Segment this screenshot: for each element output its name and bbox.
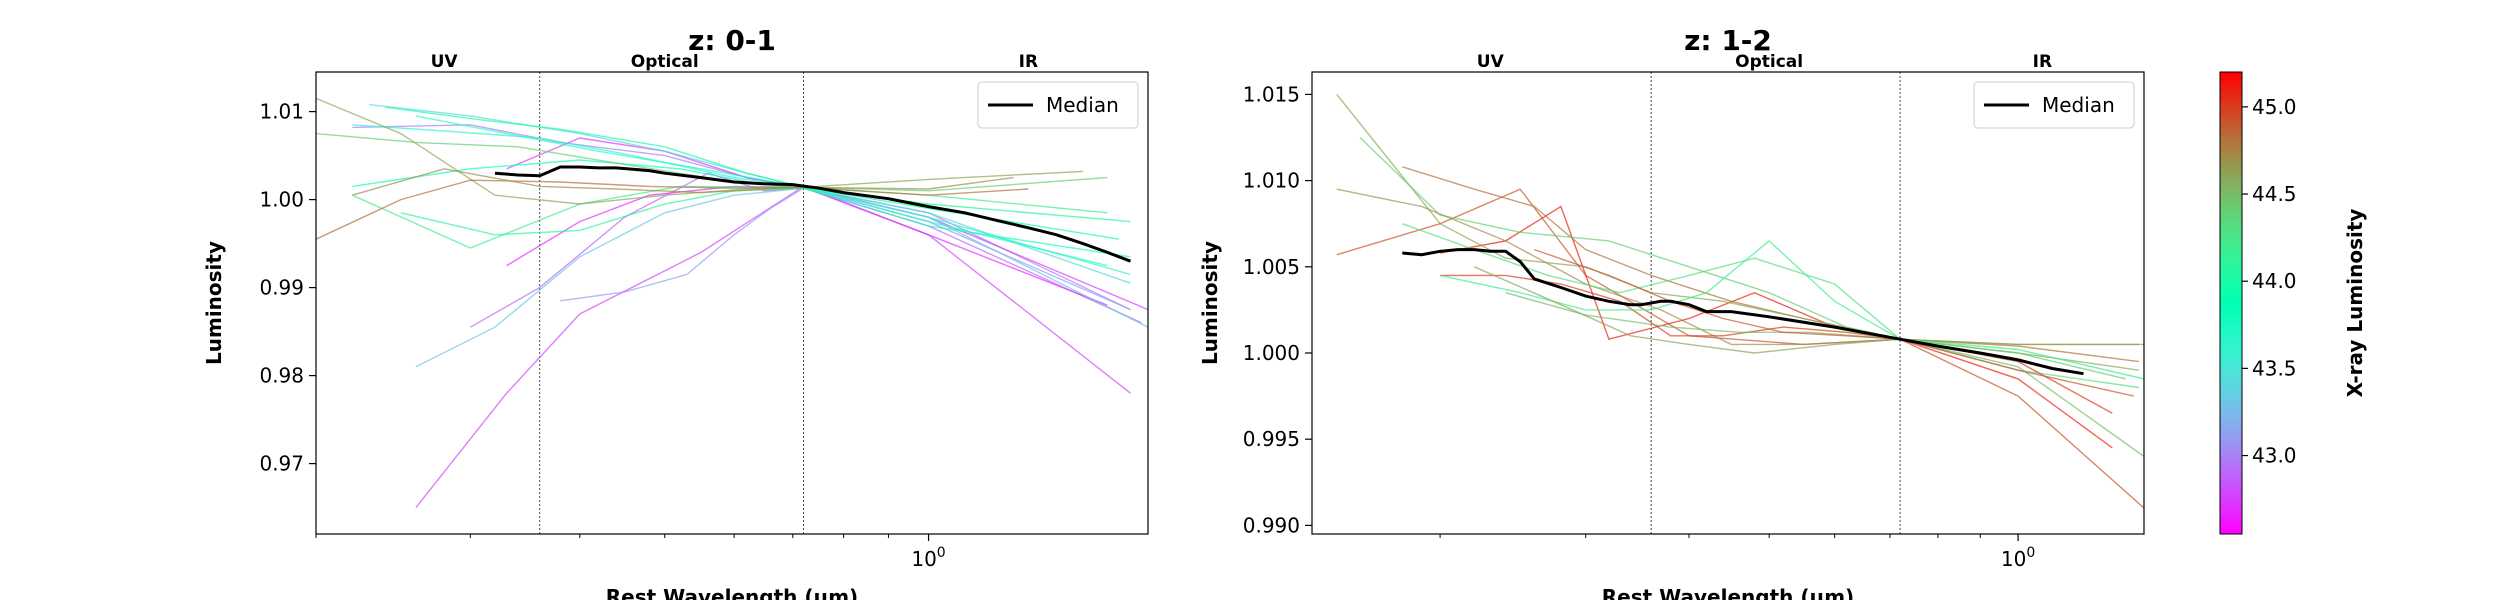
- band-label-uv: UV: [431, 52, 459, 72]
- chart-panel-z-1-2: z: 1-2 UV Optical IR 0.990 0.995 1.000 1.005 1.0…: [1198, 24, 2145, 600]
- y-tick-label: 0.990: [1243, 513, 1300, 537]
- sample-series-line: [1474, 266, 2144, 354]
- sample-series-line: [1402, 166, 2139, 363]
- chart-title: z: 1-2: [1684, 24, 1772, 57]
- colorbar-bar: [2219, 71, 2243, 535]
- plot-frame: [1311, 71, 2145, 535]
- sample-series-line: [385, 106, 1120, 240]
- plot-frame: [315, 71, 1149, 535]
- band-label-ir: IR: [1019, 52, 1038, 72]
- sample-series-line: [316, 97, 1083, 205]
- y-tick-label: 1.000: [1243, 341, 1300, 365]
- chart-panel-z-0-1: z: 0-1 UV Optical IR 0.97 0.98 0.99 1.00 1.01 100…: [202, 24, 1149, 600]
- band-label-ir: IR: [2033, 52, 2052, 72]
- y-tick-label: 0.995: [1243, 427, 1300, 451]
- sample-series-line: [469, 172, 1142, 328]
- median-line: [494, 165, 1132, 263]
- chart-title: z: 0-1: [688, 24, 776, 57]
- x-tick-label: 100: [2001, 545, 2035, 571]
- y-tick-label: 0.97: [259, 452, 304, 476]
- colorbar-tick-label: 44.5: [2252, 182, 2297, 206]
- sample-series-line: [352, 124, 1131, 311]
- sample-series-line: [1534, 248, 2134, 397]
- legend-label: Median: [1046, 93, 1119, 117]
- median-line: [1402, 248, 2084, 376]
- sample-series-line: [1359, 136, 2126, 380]
- sample-series-line: [352, 168, 1014, 196]
- sample-series-line: [316, 132, 1108, 192]
- sample-series-line: [352, 159, 1131, 258]
- y-tick-label: 1.010: [1243, 169, 1300, 193]
- sample-series-line: [369, 103, 1131, 284]
- legend-label: Median: [2042, 93, 2115, 117]
- band-label-optical: Optical: [1735, 52, 1803, 72]
- sample-series-line: [1336, 188, 2144, 509]
- legend-box: [977, 81, 1139, 129]
- y-tick-label: 1.015: [1243, 82, 1300, 106]
- sample-series-line: [1439, 205, 2113, 449]
- colorbar-label: X-ray Luminosity: [2343, 209, 2367, 398]
- plot-area: [316, 72, 1148, 534]
- legend: Median: [977, 81, 1139, 129]
- sample-series-line: [352, 124, 1131, 276]
- y-axis-label: Luminosity: [202, 241, 226, 365]
- plot-area: [1336, 72, 2144, 534]
- sample-series-line: [415, 185, 1131, 509]
- sample-series-line: [1336, 93, 2139, 371]
- y-axis-label: Luminosity: [1198, 241, 1222, 365]
- band-label-optical: Optical: [631, 52, 699, 72]
- sample-series-line: [415, 115, 1108, 267]
- sample-series-line: [1505, 292, 2144, 457]
- colorbar-tick-label: 43.5: [2252, 356, 2297, 380]
- colorbar: 43.0 43.5 44.0 44.5 45.0 X-ray Luminosity: [2219, 71, 2367, 535]
- colorbar-tick-label: 45.0: [2252, 95, 2297, 119]
- y-tick-label: 0.99: [259, 276, 304, 300]
- colorbar-tick-label: 44.0: [2252, 269, 2297, 293]
- x-tick-label: 100: [911, 545, 945, 571]
- x-axis-label: Rest Wavelength (μm): [606, 585, 858, 600]
- legend-box: [1973, 81, 2135, 129]
- y-tick-label: 1.01: [259, 100, 304, 124]
- legend: Median: [1973, 81, 2135, 129]
- sample-series-line: [316, 179, 1029, 240]
- y-tick-label: 0.98: [259, 364, 304, 388]
- y-tick-label: 1.00: [259, 188, 304, 212]
- colorbar-tick-label: 43.0: [2252, 444, 2297, 468]
- x-axis-label: Rest Wavelength (μm): [1602, 585, 1854, 600]
- y-tick-label: 1.005: [1243, 255, 1300, 279]
- band-label-uv: UV: [1477, 52, 1505, 72]
